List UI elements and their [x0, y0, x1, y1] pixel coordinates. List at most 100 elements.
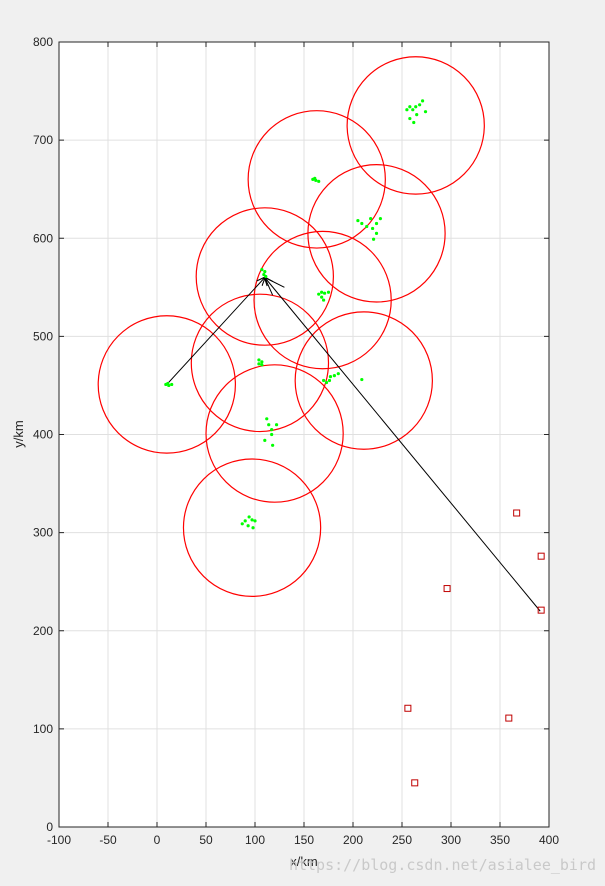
data-point — [257, 358, 261, 362]
data-point — [247, 515, 251, 519]
watermark: https://blog.csdn.net/asialee_bird — [289, 856, 596, 874]
data-point — [251, 526, 255, 530]
data-point — [326, 290, 331, 294]
data-point — [322, 298, 326, 302]
y-tick-label: 300 — [33, 526, 53, 540]
data-point — [274, 423, 279, 427]
data-point — [408, 105, 412, 109]
data-point — [166, 381, 170, 386]
y-axis-label: y/km — [11, 420, 26, 447]
coverage-circle — [182, 458, 322, 598]
data-point — [360, 221, 364, 226]
data-point — [313, 176, 317, 180]
data-point — [170, 382, 174, 387]
data-point — [356, 218, 360, 223]
coverage-circle — [205, 364, 344, 503]
x-tick-label: 350 — [490, 833, 510, 847]
data-point — [405, 108, 409, 112]
x-tick-label: 250 — [392, 833, 412, 847]
data-point — [408, 116, 412, 121]
coverage-circle — [253, 230, 392, 370]
square-marker — [443, 585, 451, 593]
x-tick-label: 100 — [245, 833, 265, 847]
data-point — [328, 375, 333, 379]
data-point — [270, 432, 274, 437]
data-point — [420, 99, 425, 103]
y-tick-label: 100 — [33, 722, 53, 736]
data-point — [260, 268, 264, 272]
square-marker — [404, 704, 412, 712]
data-point — [414, 105, 418, 109]
data-point — [253, 519, 257, 523]
coverage-circle — [190, 293, 330, 433]
coverage-circle — [346, 56, 485, 195]
data-point — [412, 120, 416, 125]
data-point — [270, 427, 274, 432]
y-tick-label: 200 — [33, 624, 53, 638]
coverage-circle — [247, 110, 386, 249]
data-point — [322, 291, 327, 295]
data-point — [262, 272, 266, 277]
data-point — [260, 360, 264, 364]
y-tick-label: 800 — [33, 35, 53, 49]
data-point — [371, 226, 375, 231]
data-point — [322, 378, 326, 383]
data-point — [250, 518, 254, 522]
data-point — [374, 231, 379, 235]
data-point — [374, 221, 379, 226]
data-point — [257, 362, 261, 366]
ticks: -100 -50 0 50 100 150 200 250 300 350 400 0 100 200 30… — [33, 35, 559, 847]
data-point — [240, 522, 244, 526]
square-marker — [537, 606, 545, 614]
data-point — [260, 363, 264, 367]
data-point — [324, 380, 329, 385]
data-point — [369, 217, 373, 221]
y-tick-label: 500 — [33, 329, 53, 343]
data-point — [265, 417, 269, 421]
coverage-circle — [294, 311, 433, 450]
x-tick-label: 0 — [154, 833, 161, 847]
arrow-segment — [264, 277, 274, 296]
x-tick-label: -50 — [99, 833, 117, 847]
y-tick-label: 600 — [33, 231, 53, 245]
data-point — [320, 295, 324, 299]
data-point — [271, 443, 275, 447]
data-point — [365, 224, 369, 229]
data-point — [317, 292, 321, 296]
data-point — [246, 524, 250, 528]
arrow-segment — [264, 277, 285, 288]
data-point — [264, 274, 268, 279]
x-tick-label: 300 — [441, 833, 461, 847]
data-point — [411, 108, 415, 112]
data-point — [371, 237, 376, 241]
data-point — [423, 110, 428, 114]
y-tick-label: 0 — [46, 820, 53, 834]
data-point — [418, 103, 422, 107]
data-point — [360, 377, 364, 382]
chart-marks — [97, 56, 545, 787]
data-point — [336, 372, 340, 376]
x-axis-label: x/km — [290, 854, 317, 869]
data-point — [415, 113, 419, 117]
square-marker — [505, 714, 513, 722]
y-tick-label: 400 — [33, 428, 53, 442]
data-point — [327, 378, 332, 383]
data-point — [378, 217, 383, 221]
data-point — [267, 423, 271, 427]
square-marker — [411, 779, 419, 787]
data-point — [317, 179, 321, 183]
square-marker — [513, 509, 521, 517]
coverage-circle — [97, 315, 237, 454]
x-tick-label: 400 — [539, 833, 559, 847]
x-tick-label: 50 — [199, 833, 213, 847]
data-point — [263, 438, 267, 442]
x-tick-label: -100 — [47, 833, 71, 847]
data-point — [332, 374, 336, 378]
square-marker — [537, 552, 545, 560]
data-point — [263, 270, 267, 274]
x-tick-label: 200 — [343, 833, 363, 847]
data-point — [243, 519, 247, 523]
data-point — [320, 290, 324, 294]
